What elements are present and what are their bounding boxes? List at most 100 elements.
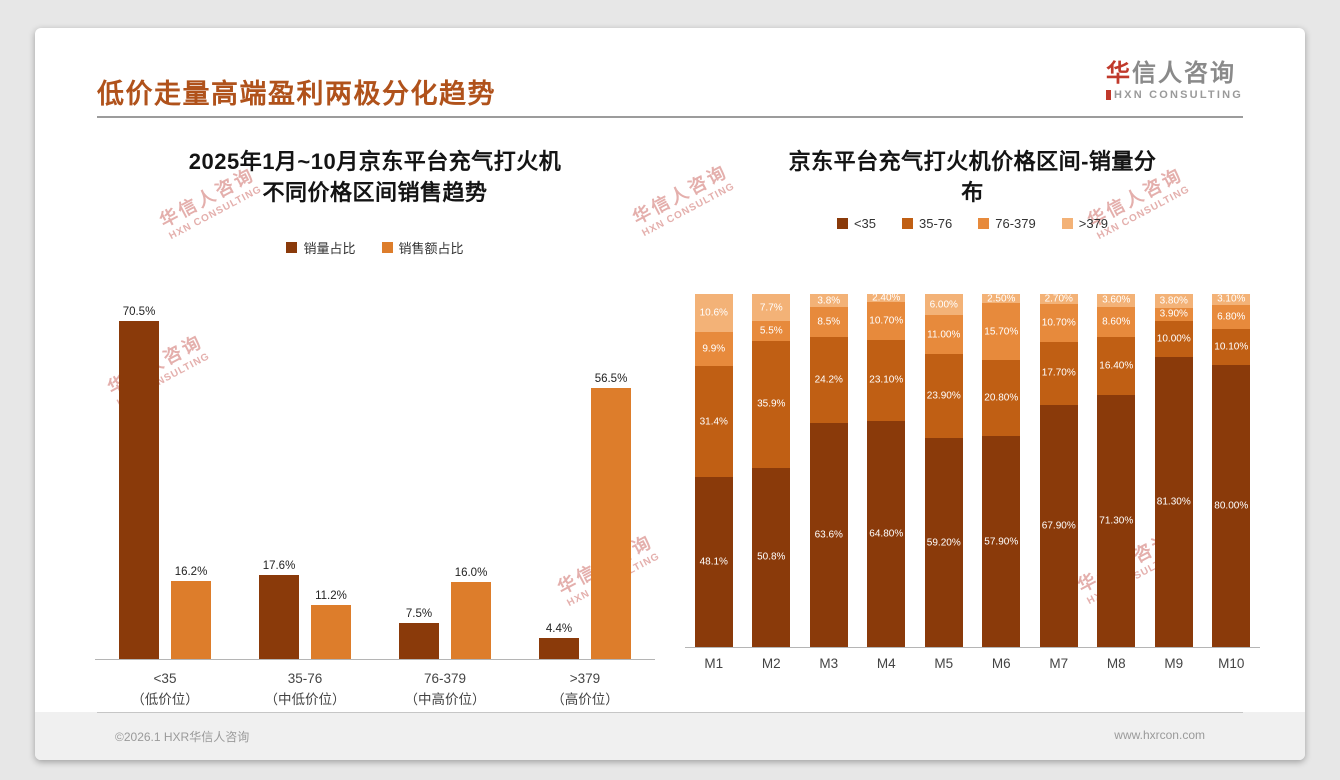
segment-value-label: 2.70%: [1044, 293, 1073, 305]
month-label: M7: [1049, 656, 1069, 671]
right-chart: 京东平台充气打火机价格区间-销量分 布 <35 35-76 76-379 >379 4…: [685, 146, 1260, 671]
segment-value-label: 6.00%: [929, 299, 958, 311]
segment-value-label: 48.1%: [699, 556, 728, 568]
company-logo: 华信人咨询 HXN CONSULTING: [1106, 60, 1243, 101]
segment-value-label: 8.5%: [817, 316, 841, 328]
stack-segment: 10.00%: [1154, 321, 1193, 358]
stack-segment: 8.60%: [1097, 306, 1136, 338]
left-chart-bars: 70.5% 16.2% 17.6% 11.2% 7.5% 16.0% 4.4% 56.5%: [95, 299, 655, 659]
bar-group: 17.6% 11.2%: [235, 560, 375, 659]
legend-item: 销售额占比: [381, 238, 464, 257]
legend-label: 销售额占比: [398, 241, 464, 256]
month-label: M9: [1164, 656, 1184, 671]
bar: 7.5%: [399, 608, 439, 659]
legend-item: >379: [1061, 216, 1108, 231]
stack-segment: 23.90%: [924, 353, 963, 439]
bar-rect: [591, 387, 631, 659]
bar: 16.0%: [451, 567, 491, 659]
stack-bar: 57.90% 20.80% 15.70% 2.50%: [982, 293, 1021, 647]
stack-bar: 48.1% 31.4% 9.9% 10.6%: [694, 294, 733, 647]
legend-label: 销量占比: [303, 241, 356, 256]
bar: 4.4%: [539, 623, 579, 659]
segment-value-label: 5.5%: [759, 325, 783, 337]
segment-value-label: 10.00%: [1156, 333, 1191, 345]
segment-value-label: 3.8%: [817, 295, 841, 307]
bar-rect: [259, 574, 299, 659]
bar: 56.5%: [591, 373, 631, 659]
bar-value-label: 56.5%: [594, 372, 628, 385]
stack-segment: 10.70%: [867, 302, 906, 340]
stack-bar: 64.80% 23.10% 10.70% 2.40%: [867, 293, 906, 647]
stack-segment: 15.70%: [982, 303, 1021, 361]
stack-segment: 3.80%: [1154, 294, 1193, 308]
segment-value-label: 6.80%: [1217, 311, 1246, 323]
bar: 70.5%: [119, 306, 159, 659]
stack-column: 81.30% 10.00% 3.90% 3.80%: [1145, 294, 1203, 647]
segment-value-label: 81.30%: [1156, 496, 1191, 508]
category-label: <35 （低价位）: [131, 671, 199, 707]
left-chart: 2025年1月~10月京东平台充气打火机 不同价格区间销售趋势 销量占比 销售额占…: [95, 146, 655, 710]
logo-en-text: HXN CONSULTING: [1106, 89, 1243, 101]
legend-swatch-icon: [978, 218, 990, 229]
page-title: 低价走量高端盈利两极分化趋势: [97, 79, 496, 109]
month-label: M2: [761, 656, 781, 671]
segment-value-label: 31.4%: [699, 416, 728, 428]
segment-value-label: 24.2%: [814, 374, 843, 386]
bar-rect: [451, 582, 491, 659]
stack-segment: 17.70%: [1039, 341, 1078, 405]
bar-value-label: 70.5%: [122, 305, 156, 318]
stack-column: 63.6% 24.2% 8.5% 3.8%: [800, 294, 858, 647]
logo-cn-rest: 信人咨询: [1132, 60, 1237, 87]
segment-value-label: 8.60%: [1102, 316, 1131, 328]
stack-segment: 59.20%: [924, 438, 963, 647]
segment-value-label: 7.7%: [759, 302, 783, 314]
stack-segment: 6.80%: [1212, 304, 1251, 329]
left-chart-title-line2: 不同价格区间销售趋势: [262, 180, 488, 205]
bar-rect: [539, 637, 579, 659]
stack-segment: 8.5%: [809, 307, 848, 338]
stack-column: 64.80% 23.10% 10.70% 2.40%: [858, 293, 916, 647]
segment-value-label: 10.6%: [699, 307, 728, 319]
bar: 17.6%: [259, 560, 299, 659]
segment-value-label: 11.00%: [927, 329, 961, 340]
stack-bar: 71.30% 16.40% 8.60% 3.60%: [1097, 294, 1136, 647]
stack-segment: 3.90%: [1154, 307, 1193, 322]
segment-value-label: 15.70%: [984, 326, 1019, 338]
right-chart-title-line2: 布: [961, 180, 984, 205]
stack-segment: 10.10%: [1212, 328, 1251, 365]
stack-segment: 2.70%: [1039, 293, 1078, 305]
stack-segment: 3.60%: [1097, 294, 1136, 307]
logo-cn-text: 华信人咨询: [1106, 60, 1243, 88]
bar-value-label: 16.2%: [174, 566, 208, 579]
bar-value-label: 7.5%: [405, 608, 433, 620]
stack-segment: 2.40%: [867, 293, 906, 304]
bar-rect: [171, 581, 211, 659]
legend-label: 76-379: [995, 216, 1036, 231]
month-label: M3: [819, 656, 839, 671]
stack-segment: 71.30%: [1097, 395, 1136, 647]
stack-segment: 23.10%: [867, 339, 906, 421]
stack-segment: 7.7%: [752, 294, 791, 322]
segment-value-label: 64.80%: [869, 528, 904, 540]
website-url: www.hxrcon.com: [1114, 728, 1205, 742]
left-chart-title: 2025年1月~10月京东平台充气打火机 不同价格区间销售趋势: [95, 146, 655, 208]
legend-item: <35: [836, 216, 876, 231]
stack-segment: 11.00%: [924, 315, 963, 354]
right-chart-title-line1: 京东平台充气打火机价格区间-销量分: [788, 149, 1157, 174]
month-label: M6: [991, 656, 1011, 671]
stack-segment: 16.40%: [1097, 337, 1136, 396]
month-label: M1: [704, 656, 724, 671]
segment-value-label: 80.00%: [1214, 500, 1249, 512]
legend-swatch-icon: [836, 218, 848, 229]
left-chart-legend: 销量占比 销售额占比: [95, 238, 655, 257]
legend-label: 35-76: [919, 216, 953, 231]
bar-rect: [119, 320, 159, 659]
segment-value-label: 63.6%: [814, 529, 843, 541]
stack-bar: 50.8% 35.9% 5.5% 7.7%: [752, 294, 791, 647]
bar-group: 4.4% 56.5%: [515, 373, 655, 659]
bar-rect: [311, 605, 351, 659]
bar-rect: [399, 623, 439, 659]
left-chart-axis-line: [95, 659, 655, 660]
segment-value-label: 71.30%: [1099, 515, 1134, 527]
segment-value-label: 67.90%: [1041, 520, 1076, 532]
